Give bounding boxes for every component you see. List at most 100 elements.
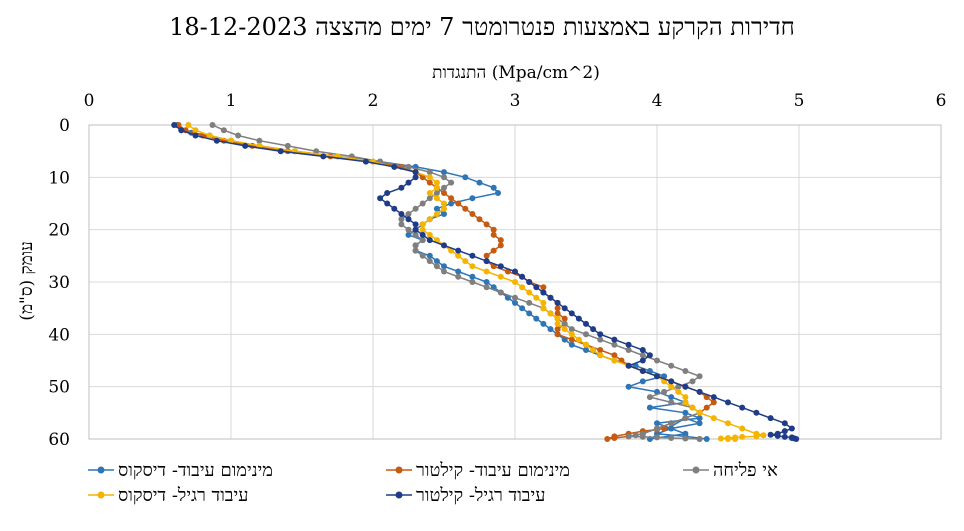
data-point	[384, 200, 391, 207]
data-point	[412, 231, 419, 238]
data-point	[639, 352, 646, 359]
data-point	[654, 357, 660, 364]
data-point	[547, 310, 554, 317]
data-point	[483, 284, 490, 291]
data-point	[256, 137, 263, 144]
data-point	[654, 373, 660, 380]
legend-swatch-marker	[97, 491, 105, 499]
data-point	[490, 184, 497, 191]
data-point	[632, 432, 639, 439]
data-point	[441, 169, 447, 176]
data-point	[611, 433, 618, 440]
data-point	[213, 137, 220, 144]
data-point	[561, 315, 568, 322]
legend-swatch-marker	[692, 466, 700, 474]
data-point	[654, 434, 660, 441]
data-point	[497, 273, 504, 280]
series-4	[185, 122, 767, 442]
data-point	[490, 247, 497, 254]
data-point	[433, 258, 440, 265]
data-point	[725, 436, 731, 442]
data-point	[710, 415, 717, 422]
data-point	[469, 195, 476, 202]
data-point	[639, 347, 646, 353]
data-point	[391, 163, 398, 170]
data-point	[235, 132, 242, 139]
data-point	[639, 368, 646, 374]
data-point	[526, 299, 533, 306]
data-point	[455, 200, 462, 207]
data-point	[561, 326, 568, 333]
data-point	[781, 428, 788, 435]
data-point	[611, 341, 618, 348]
data-point	[682, 409, 689, 416]
data-point	[561, 305, 568, 312]
y-tick-label: 10	[48, 168, 70, 188]
data-point	[469, 252, 476, 259]
legend-label: מינימום עיבוד- דיסקוס	[118, 460, 273, 481]
data-point	[441, 268, 447, 275]
data-point	[441, 211, 447, 217]
y-tick-label: 50	[48, 378, 70, 398]
data-point	[696, 415, 703, 422]
data-point	[639, 378, 646, 385]
data-point	[171, 122, 178, 128]
data-point	[426, 258, 433, 265]
data-point	[568, 326, 575, 333]
data-point	[398, 221, 405, 228]
y-tick-label: 20	[48, 221, 70, 241]
data-point	[426, 195, 433, 202]
data-point	[696, 409, 703, 416]
data-point	[583, 320, 589, 327]
data-point	[405, 226, 412, 233]
data-point	[277, 148, 284, 155]
legend-item: מינימום עיבוד- דיסקוס	[88, 460, 273, 481]
data-point	[696, 388, 703, 395]
data-point	[455, 247, 462, 254]
data-point	[483, 258, 490, 265]
legend-label: עיבוד רגיל- קילטור	[416, 485, 545, 506]
data-point	[611, 357, 618, 364]
data-point	[441, 242, 447, 249]
data-point	[497, 263, 504, 270]
data-point	[441, 174, 447, 181]
data-point	[774, 432, 781, 439]
plot-border	[88, 124, 942, 440]
data-point	[433, 179, 440, 186]
data-point	[362, 158, 369, 165]
data-point	[419, 231, 426, 238]
data-point	[554, 331, 561, 338]
data-point	[533, 284, 540, 291]
data-point	[682, 435, 689, 442]
data-point	[710, 399, 717, 406]
data-point	[469, 279, 476, 285]
x-tick-label: 0	[84, 91, 95, 111]
data-point	[220, 127, 227, 134]
data-point	[455, 273, 462, 280]
data-point	[441, 184, 447, 191]
data-point	[696, 373, 703, 380]
data-point	[441, 263, 447, 270]
data-point	[597, 336, 604, 343]
data-point	[547, 326, 554, 333]
data-point	[412, 169, 419, 176]
data-point	[696, 436, 703, 442]
data-point	[519, 305, 526, 312]
data-point	[419, 252, 426, 259]
data-point	[590, 326, 597, 333]
data-point	[568, 336, 575, 343]
data-point	[455, 268, 462, 275]
data-point	[469, 273, 476, 280]
data-point	[568, 310, 575, 317]
data-point	[533, 294, 540, 301]
data-point	[433, 205, 440, 212]
data-point	[781, 433, 788, 440]
data-point	[398, 211, 405, 217]
data-point	[483, 268, 490, 275]
data-point	[441, 190, 447, 196]
data-point	[668, 435, 675, 441]
data-point	[646, 352, 653, 359]
data-point	[433, 195, 440, 202]
x-axis-label: התנגדות (Mpa/cm^2)	[432, 63, 600, 83]
data-point	[682, 368, 689, 374]
